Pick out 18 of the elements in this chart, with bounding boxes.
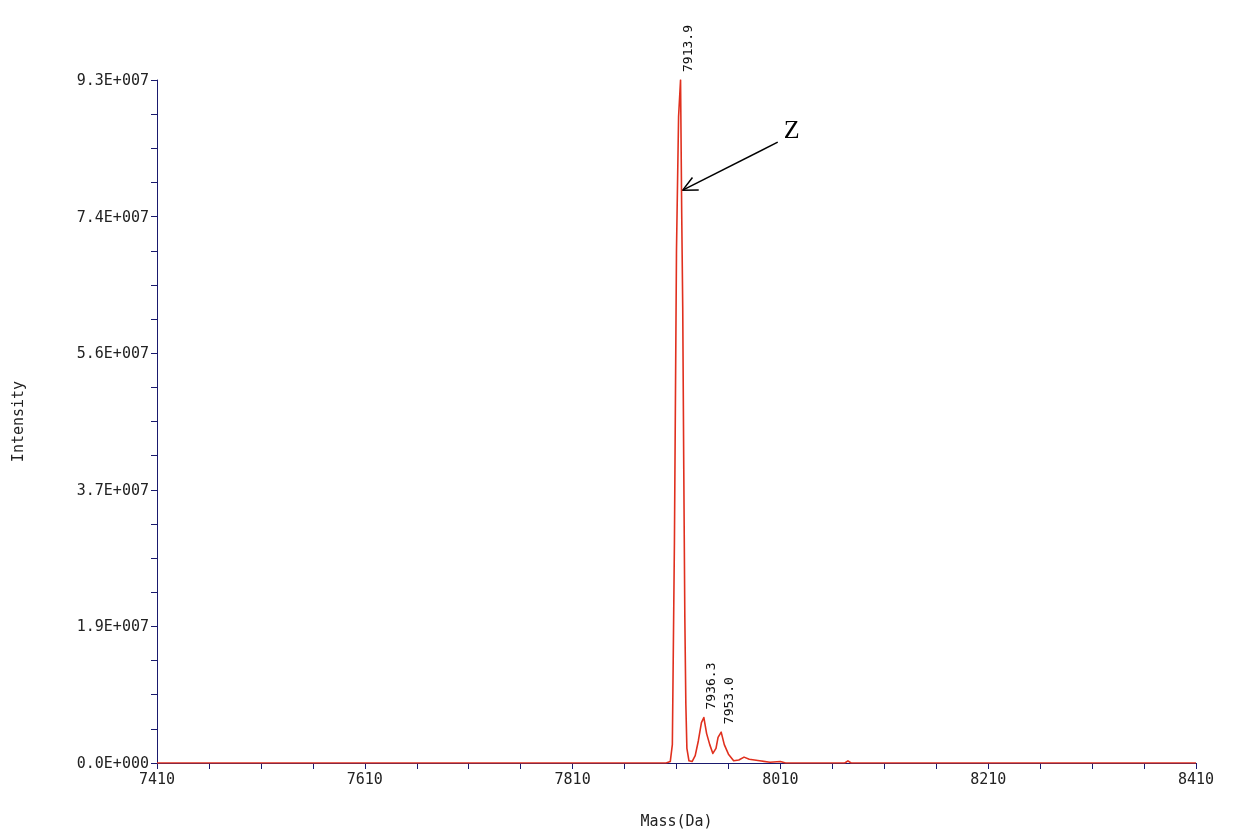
y-tick-label: 5.6E+007 — [76, 344, 149, 363]
x-tick-label: 7410 — [138, 769, 176, 788]
x-axis-title: Mass(Da) — [640, 811, 713, 830]
y-tick-label: 9.3E+007 — [76, 71, 149, 89]
x-tick-label: 7810 — [554, 769, 591, 788]
annotation: Z — [783, 114, 800, 144]
y-tick-label: 7.4E+007 — [76, 207, 149, 226]
y-tick-label: 3.7E+007 — [76, 480, 149, 499]
y-tick-label: 1.9E+007 — [76, 617, 149, 636]
annotation: 7913.9 — [680, 25, 696, 72]
x-tick-label: 7610 — [346, 769, 383, 788]
x-tick-label: 8010 — [762, 769, 799, 788]
y-tick-label: 0.0E+000 — [76, 754, 149, 772]
y-axis-title: Intensity — [8, 380, 27, 463]
x-tick-label: 8210 — [970, 769, 1007, 788]
annotation: 7953.0 — [720, 677, 736, 725]
x-tick-label: 8410 — [1177, 769, 1215, 788]
annotation: 7936.3 — [703, 662, 719, 710]
